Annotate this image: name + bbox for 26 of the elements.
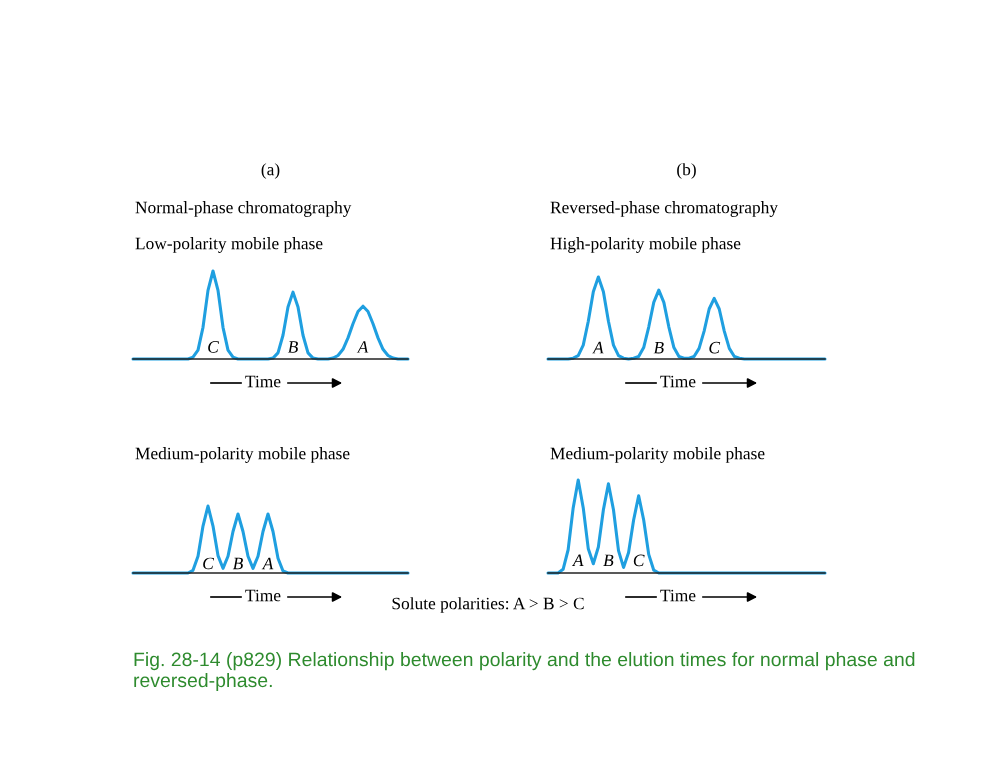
annotation: B xyxy=(603,554,614,567)
chart-title: (b) xyxy=(677,163,696,179)
x-axis-title: Time xyxy=(245,375,281,388)
series-label: Medium-polarity mobile phase xyxy=(550,447,765,463)
series-label: Low-polarity mobile phase xyxy=(135,237,323,253)
annotation: A xyxy=(261,557,274,570)
chart-title: (a) xyxy=(261,163,280,179)
annotation: C xyxy=(709,341,721,354)
annotation: B xyxy=(232,557,243,570)
annotation: C xyxy=(633,554,645,567)
text: Solute polarities: A > B > C xyxy=(392,597,584,613)
chart-subtitle: Reversed-phase chromatography xyxy=(550,201,778,217)
annotation: B xyxy=(287,341,298,353)
annotation: C xyxy=(208,341,219,353)
annotation: A xyxy=(356,341,369,353)
chart-subtitle: Normal-phase chromatography xyxy=(135,201,352,217)
x-axis-title: Time xyxy=(245,589,281,602)
annotation: A xyxy=(571,554,584,567)
annotation: A xyxy=(592,341,604,354)
caption: Fig. 28-14 (p829) Relationship between polarity and the elution times for normal phase and reversed-phase. xyxy=(134,652,915,692)
x-axis-title: Time xyxy=(660,375,696,388)
text: Medium-polarity mobile phase xyxy=(135,447,350,463)
text: High-polarity mobile phase xyxy=(550,237,741,253)
annotation: C xyxy=(203,557,214,570)
x-axis-title: Time xyxy=(660,589,696,602)
annotation: B xyxy=(653,341,664,354)
